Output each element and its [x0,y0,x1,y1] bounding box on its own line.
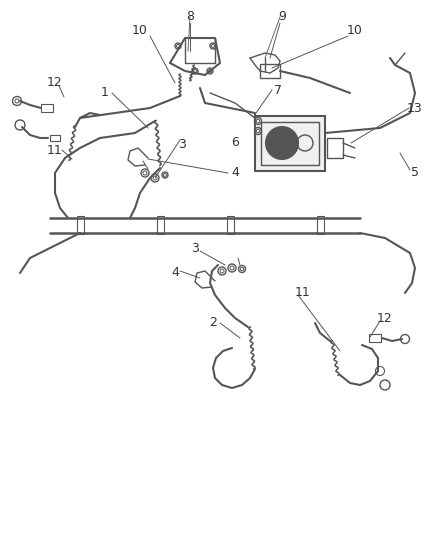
Text: 13: 13 [407,101,423,115]
Text: 12: 12 [377,311,393,325]
Text: 4: 4 [231,166,239,180]
Text: 2: 2 [209,317,217,329]
Text: 3: 3 [178,139,186,151]
Text: 9: 9 [278,10,286,22]
Text: 7: 7 [274,84,282,96]
Text: 10: 10 [132,25,148,37]
Text: 1: 1 [101,86,109,100]
Text: 5: 5 [411,166,419,180]
Circle shape [279,140,285,146]
Text: 11: 11 [47,143,63,157]
Text: 8: 8 [186,10,194,22]
Text: 6: 6 [231,136,239,149]
Text: 11: 11 [295,287,311,300]
FancyBboxPatch shape [255,116,325,171]
Text: 10: 10 [347,25,363,37]
Text: 12: 12 [47,77,63,90]
Text: 4: 4 [171,266,179,279]
Text: 3: 3 [191,241,199,254]
Circle shape [266,127,298,159]
